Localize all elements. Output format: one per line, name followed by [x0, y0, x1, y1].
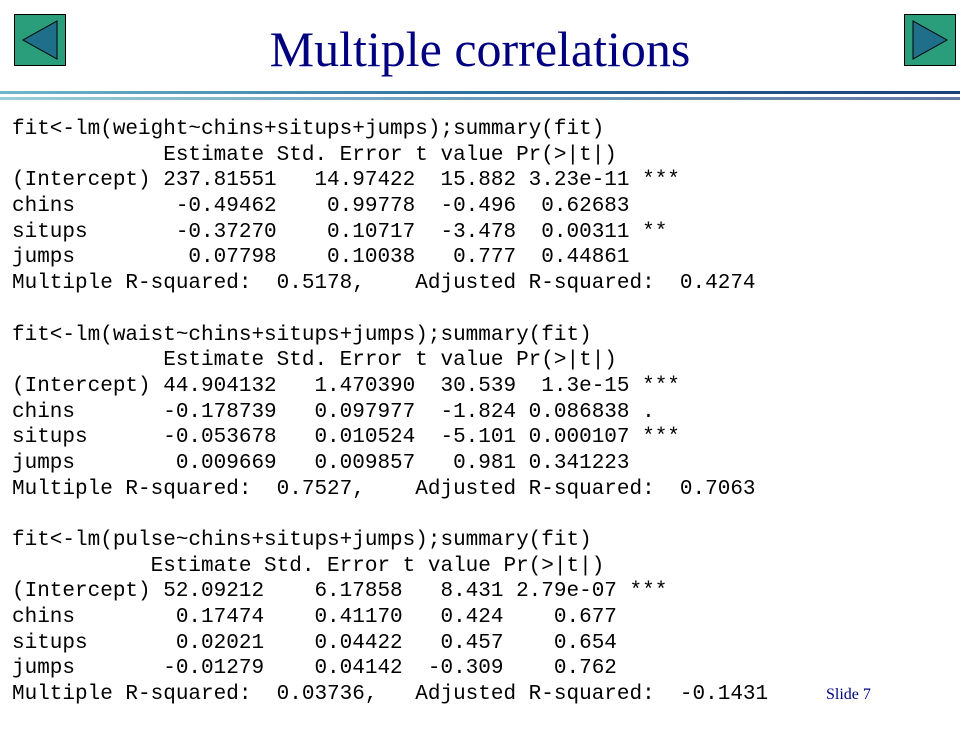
code-line: Estimate Std. Error t value Pr(>|t|) [12, 554, 605, 578]
code-line: chins -0.49462 0.99778 -0.496 0.62683 [12, 195, 630, 219]
slide-title: Multiple correlations [269, 21, 691, 77]
previous-icon [21, 20, 58, 60]
previous-button[interactable] [14, 14, 66, 66]
code-line: Multiple R-squared: 0.5178, Adjusted R-s… [12, 272, 756, 296]
code-line: (Intercept) 44.904132 1.470390 30.539 1.… [12, 374, 680, 398]
code-line: jumps 0.009669 0.009857 0.981 0.341223 [12, 451, 630, 475]
code-line: situps 0.02021 0.04422 0.457 0.654 [12, 631, 617, 655]
code-line: chins 0.17474 0.41170 0.424 0.677 [12, 606, 617, 630]
code-block: fit<-lm(waist~chins+situps+jumps);summar… [12, 323, 768, 503]
code-line: Multiple R-squared: 0.03736, Adjusted R-… [12, 683, 769, 707]
next-button[interactable] [904, 14, 956, 66]
title-rule [0, 91, 960, 100]
code-line: jumps -0.01279 0.04142 -0.309 0.762 [12, 657, 617, 681]
code-line: (Intercept) 52.09212 6.17858 8.431 2.79e… [12, 580, 668, 604]
next-icon [912, 20, 949, 60]
code-line: Estimate Std. Error t value Pr(>|t|) [12, 143, 617, 167]
code-line: Multiple R-squared: 0.7527, Adjusted R-s… [12, 477, 756, 501]
code-line: situps -0.37270 0.10717 -3.478 0.00311 *… [12, 220, 668, 244]
code-line: fit<-lm(weight~chins+situps+jumps);summa… [12, 118, 605, 141]
code-block: fit<-lm(pulse~chins+situps+jumps);summar… [12, 528, 768, 708]
code-line: situps -0.053678 0.010524 -5.101 0.00010… [12, 426, 680, 450]
code-line: fit<-lm(pulse~chins+situps+jumps);summar… [12, 529, 592, 552]
code-output: fit<-lm(weight~chins+situps+jumps);summa… [12, 117, 768, 734]
code-block: fit<-lm(weight~chins+situps+jumps);summa… [12, 117, 768, 297]
slide-number: Slide 7 [826, 686, 871, 703]
code-line: chins -0.178739 0.097977 -1.824 0.086838… [12, 400, 655, 424]
code-line: Estimate Std. Error t value Pr(>|t|) [12, 349, 617, 373]
code-line: jumps 0.07798 0.10038 0.777 0.44861 [12, 246, 630, 270]
code-line: fit<-lm(waist~chins+situps+jumps);summar… [12, 323, 592, 347]
code-line: (Intercept) 237.81551 14.97422 15.882 3.… [12, 169, 680, 193]
